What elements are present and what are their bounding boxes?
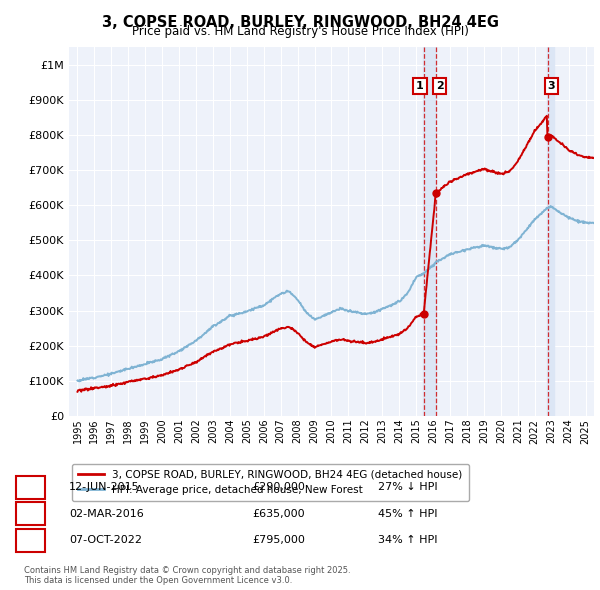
Text: 1: 1 bbox=[26, 481, 34, 494]
Text: 1: 1 bbox=[416, 81, 424, 91]
Text: 3: 3 bbox=[548, 81, 555, 91]
Text: 3, COPSE ROAD, BURLEY, RINGWOOD, BH24 4EG: 3, COPSE ROAD, BURLEY, RINGWOOD, BH24 4E… bbox=[101, 15, 499, 30]
Text: 45% ↑ HPI: 45% ↑ HPI bbox=[378, 509, 437, 519]
Text: 3: 3 bbox=[26, 534, 34, 547]
Text: £290,000: £290,000 bbox=[252, 483, 305, 492]
Text: 12-JUN-2015: 12-JUN-2015 bbox=[69, 483, 140, 492]
Text: 2: 2 bbox=[26, 507, 34, 520]
Text: Contains HM Land Registry data © Crown copyright and database right 2025.
This d: Contains HM Land Registry data © Crown c… bbox=[24, 566, 350, 585]
Text: 34% ↑ HPI: 34% ↑ HPI bbox=[378, 536, 437, 545]
Text: £795,000: £795,000 bbox=[252, 536, 305, 545]
Text: 02-MAR-2016: 02-MAR-2016 bbox=[69, 509, 144, 519]
Text: Price paid vs. HM Land Registry's House Price Index (HPI): Price paid vs. HM Land Registry's House … bbox=[131, 25, 469, 38]
Text: £635,000: £635,000 bbox=[252, 509, 305, 519]
Bar bbox=[547, 47, 554, 416]
Text: 2: 2 bbox=[436, 81, 443, 91]
Bar bbox=[424, 47, 436, 416]
Text: 27% ↓ HPI: 27% ↓ HPI bbox=[378, 483, 437, 492]
Text: 07-OCT-2022: 07-OCT-2022 bbox=[69, 536, 142, 545]
Legend: 3, COPSE ROAD, BURLEY, RINGWOOD, BH24 4EG (detached house), HPI: Average price, : 3, COPSE ROAD, BURLEY, RINGWOOD, BH24 4E… bbox=[71, 464, 469, 502]
